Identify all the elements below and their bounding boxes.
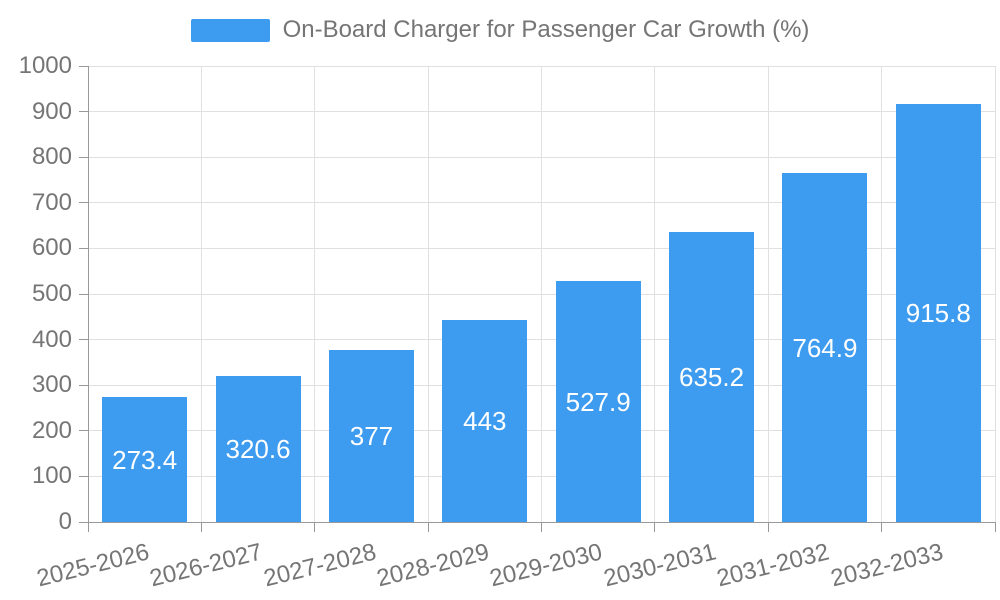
x-axis-tick-label: 2030-2031 [600, 538, 719, 593]
y-axis-tick-label: 1000 [18, 52, 72, 79]
y-axis-tick [79, 521, 88, 523]
legend-item[interactable]: On-Board Charger for Passenger Car Growt… [0, 16, 1000, 44]
x-gridline [427, 66, 429, 522]
x-axis-tick [541, 522, 542, 532]
y-axis-tick [79, 384, 88, 386]
bar[interactable]: 320.6 [215, 375, 301, 522]
legend-swatch [190, 18, 270, 42]
x-axis-tick [427, 522, 429, 532]
x-axis-tick-label: 2028-2029 [374, 538, 492, 593]
bar-value-label: 320.6 [225, 433, 291, 464]
x-axis-line [88, 522, 995, 523]
x-gridline [994, 66, 996, 522]
bar[interactable]: 764.9 [782, 173, 868, 522]
y-axis-tick-label: 200 [31, 416, 72, 444]
x-axis-tick [314, 522, 316, 532]
x-axis-tick [881, 522, 883, 532]
bar[interactable]: 915.8 [895, 104, 981, 522]
bar-value-label: 273.4 [112, 444, 178, 475]
y-axis-tick [79, 475, 88, 477]
x-gridline [881, 66, 883, 522]
x-gridline [654, 66, 656, 522]
x-axis-tick [767, 522, 769, 532]
y-axis-line [88, 66, 89, 522]
y-axis-tick-label: 700 [31, 188, 72, 216]
x-axis-tick-label: 2032-2033 [827, 538, 946, 593]
bar-value-label: 443 [463, 406, 507, 436]
bar-value-label: 527.9 [565, 386, 631, 417]
y-axis-tick [79, 111, 88, 113]
y-axis-tick [79, 430, 88, 432]
bar[interactable]: 377 [328, 350, 414, 522]
y-axis-tick-label: 300 [31, 371, 72, 399]
x-axis-tick [200, 522, 202, 532]
x-gridline [767, 66, 769, 522]
y-axis-tick [79, 293, 88, 295]
y-axis-tick [79, 247, 88, 249]
bar-value-label: 764.9 [792, 332, 858, 363]
legend-label: On-Board Charger for Passenger Car Growt… [282, 16, 810, 43]
x-gridline [314, 66, 316, 522]
bar-value-label: 377 [349, 421, 394, 452]
y-axis-tick-label: 0 [58, 508, 72, 535]
x-axis-tick-label: 2031-2032 [714, 538, 833, 593]
x-axis-tick-label: 2029-2030 [487, 538, 606, 593]
y-axis-tick [79, 202, 88, 204]
x-axis-tick [994, 522, 996, 532]
x-axis-tick-label: 2025-2026 [33, 538, 152, 593]
y-axis-tick [79, 156, 88, 158]
bar-value-label: 915.8 [905, 298, 971, 329]
y-axis-tick [79, 339, 88, 341]
x-axis-tick-label: 2026-2027 [147, 538, 266, 593]
bar[interactable]: 635.2 [669, 232, 755, 522]
y-axis-tick-label: 400 [31, 325, 72, 353]
y-axis-tick-label: 100 [31, 462, 72, 490]
bar[interactable]: 527.9 [555, 281, 641, 522]
y-axis-tick-label: 500 [31, 280, 72, 307]
x-axis-tick-label: 2027-2028 [260, 538, 379, 593]
plot-area: 273.4 320.6 377 443 527.9 635.2 764.9 915.8 [79, 65, 996, 532]
bar[interactable]: 443 [442, 320, 528, 522]
x-axis-tick [87, 522, 89, 532]
y-axis-tick-label: 900 [31, 97, 72, 125]
x-gridline [541, 66, 542, 522]
x-axis-tick [654, 522, 656, 532]
x-gridline [200, 66, 202, 522]
y-axis-tick [79, 65, 88, 67]
y-axis-tick-label: 600 [31, 234, 72, 262]
bar-value-label: 635.2 [679, 362, 745, 393]
y-axis-tick-label: 800 [31, 143, 72, 171]
y-axis-labels: 0 100 200 300 400 500 600 700 800 900 1000 [0, 52, 80, 535]
bar[interactable]: 273.4 [102, 397, 188, 522]
